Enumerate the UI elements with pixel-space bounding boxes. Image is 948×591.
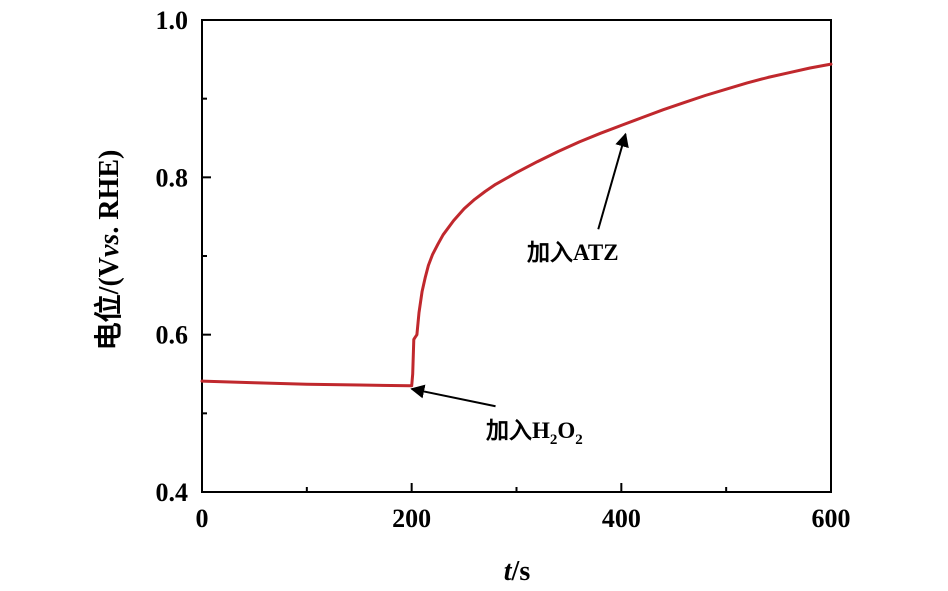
arrow-atz (597, 132, 629, 230)
arrow-h2o2 (410, 384, 496, 408)
y-axis-label-italic: vs (94, 234, 125, 257)
y-axis-label: 电位/(Vvs. RHE) (92, 150, 125, 351)
annotation-h2o2: 加入H2O2 (485, 418, 583, 448)
y-axis-label-rest: . RHE) (94, 150, 125, 234)
series-line (200, 62, 833, 388)
x-tick-label-3: 600 (812, 504, 851, 533)
x-axis-label: t/s (504, 556, 531, 586)
x-axis-label-unit: /s (511, 556, 531, 586)
annotation-h2o2-main: 加入H (485, 418, 550, 443)
x-axis-label-var: t (504, 556, 513, 586)
x-tick-label-1: 200 (392, 504, 431, 533)
annotation-h2o2-sub1: 2 (550, 432, 558, 448)
annotation-h2o2-sub2: 2 (575, 432, 583, 448)
axis-ticks (201, 19, 832, 493)
x-tick-label-0: 0 (196, 504, 209, 533)
y-tick-label-0: 0.4 (156, 478, 189, 507)
axis-tick-labels: 0 200 400 600 0.4 0.6 0.8 1.0 (156, 6, 851, 533)
y-tick-label-3: 1.0 (156, 6, 189, 35)
y-tick-label-2: 0.8 (156, 163, 189, 192)
y-tick-label-1: 0.6 (156, 321, 189, 350)
y-axis-label-main: 电位/(V (92, 257, 125, 350)
annotation-atz: 加入ATZ (526, 240, 619, 265)
annotation-h2o2-mid: O (557, 418, 575, 443)
x-tick-label-2: 400 (602, 504, 641, 533)
